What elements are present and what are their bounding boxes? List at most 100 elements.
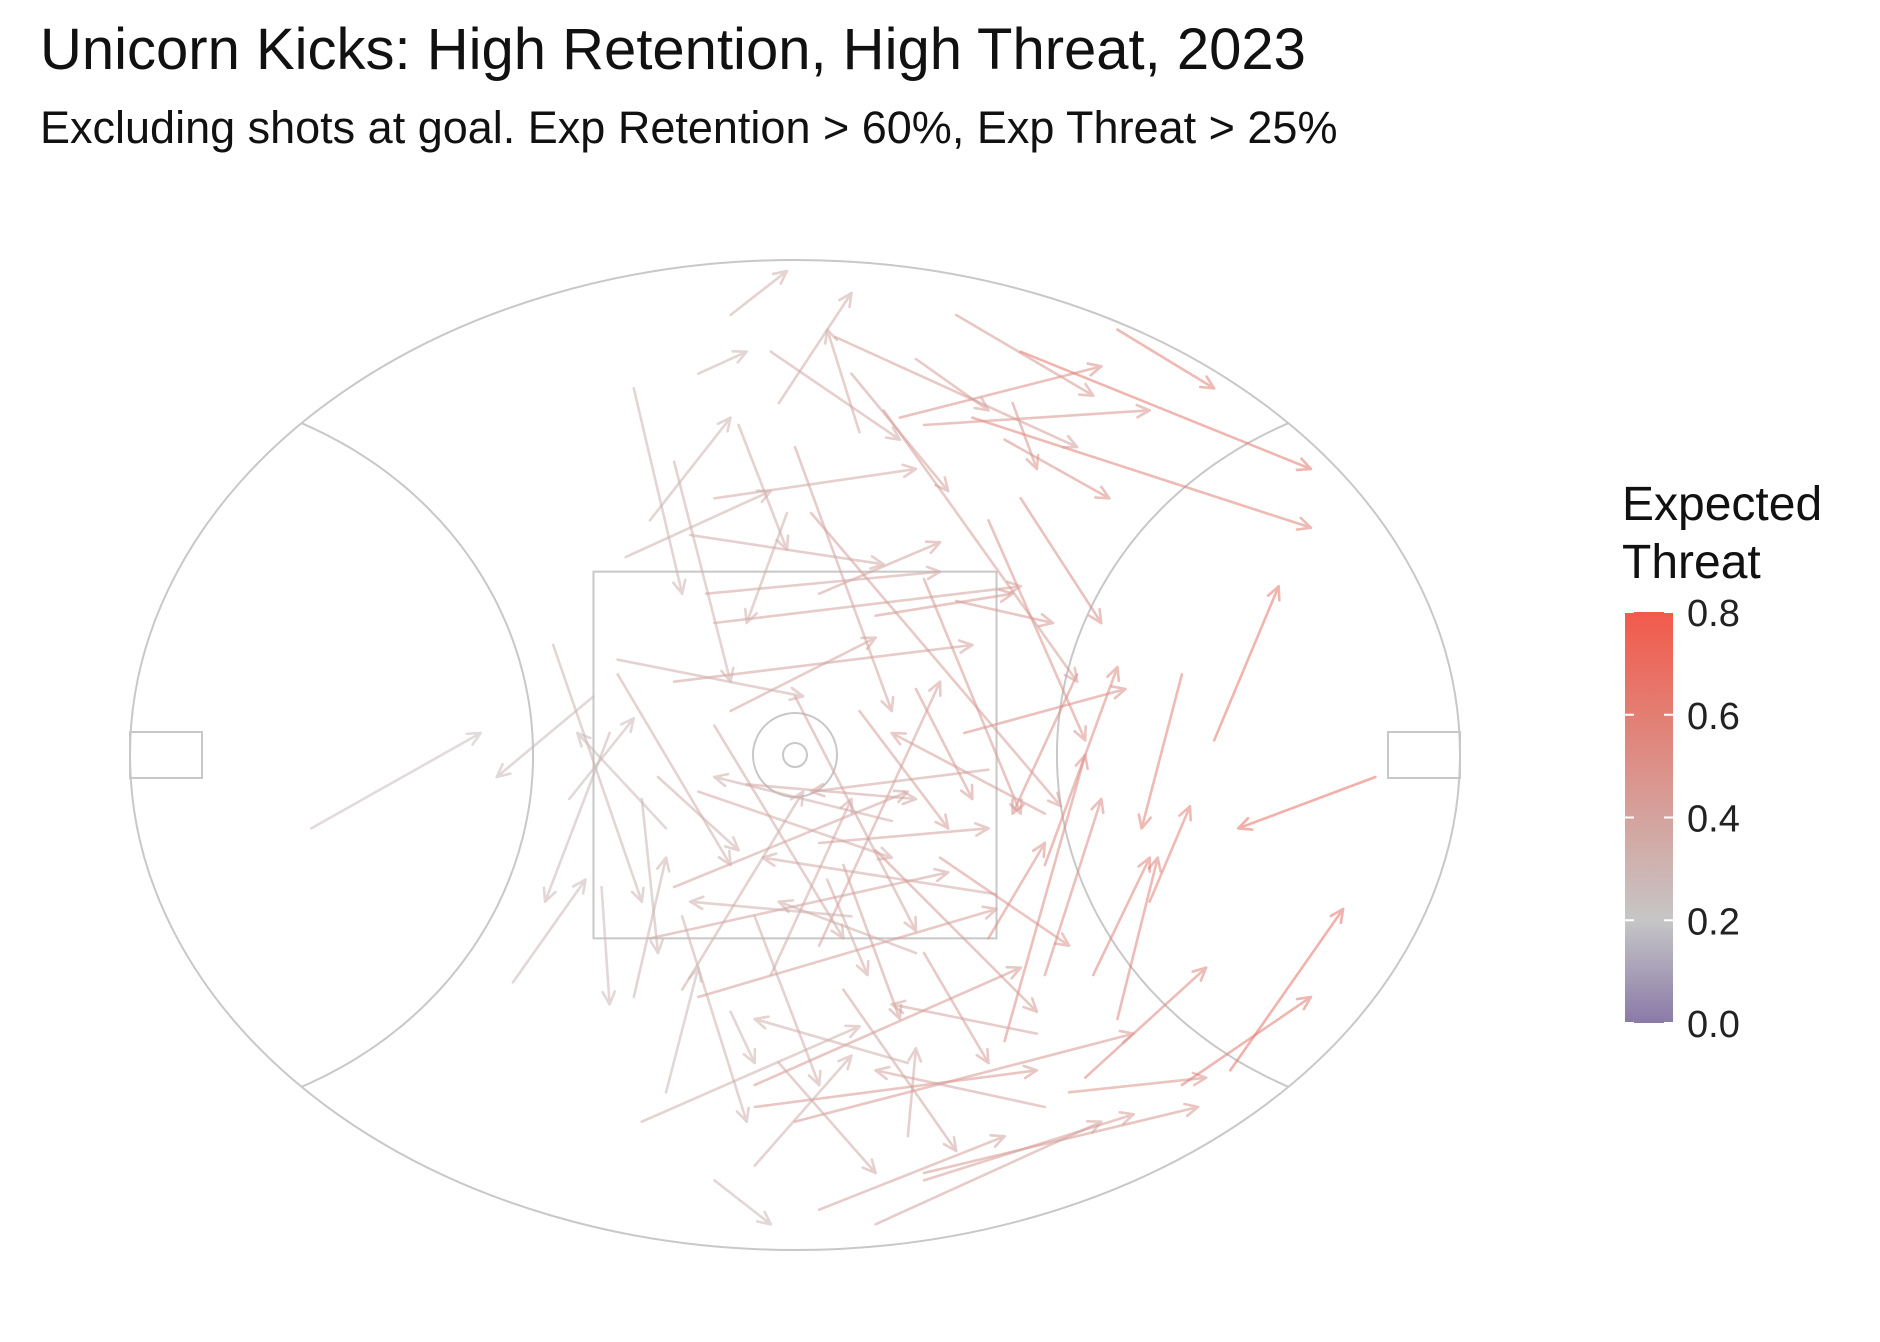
kick-arrow [753, 1054, 853, 1167]
kick-arrow [914, 687, 974, 801]
kick-arrow [1237, 775, 1377, 831]
kick-arrow [922, 1111, 1135, 1182]
kick-arrow [777, 291, 853, 405]
kick-arrow [576, 731, 668, 830]
kick-arrow [1148, 805, 1192, 903]
kick-arrow [938, 856, 1071, 947]
right-50m-arc [1056, 422, 1290, 1088]
kick-arrow [713, 1179, 773, 1226]
kick-arrow [753, 915, 822, 1087]
kick-arrow [1212, 585, 1281, 742]
kick-arrow [842, 863, 903, 1021]
kick-arrow [954, 599, 1055, 628]
kick-arrow [729, 636, 877, 713]
legend-title-line-2: Threat [1622, 536, 1761, 589]
kick-arrow [648, 416, 732, 522]
kick-arrow [745, 783, 918, 806]
kick-arrow [680, 915, 750, 1123]
kick-arrow [1116, 328, 1216, 390]
kick-arrow [793, 695, 918, 933]
right-goal-square [1387, 731, 1461, 779]
kick-arrow [987, 519, 1087, 742]
kick-arrow [761, 852, 998, 896]
kick-arrow [793, 1029, 1135, 1123]
kick-arrow [495, 695, 595, 779]
kick-arrow [737, 423, 790, 551]
kick-arrow [1019, 497, 1103, 625]
kick-arrow [511, 878, 587, 984]
kick-arrow [640, 797, 665, 955]
kick-arrow [874, 1065, 1047, 1109]
kick-arrow [817, 1134, 1006, 1211]
kick-arrow [753, 1015, 910, 1065]
kick-arrow [1011, 673, 1079, 815]
kick-arrow [1091, 856, 1151, 977]
kick-arrow [890, 731, 1047, 815]
kick-arrow [882, 409, 1079, 683]
kick-arrow [1003, 438, 1111, 500]
kick-arrow [696, 905, 998, 999]
kick-arrow [688, 895, 853, 918]
kick-arrow [874, 849, 1039, 1013]
kick-arrow [632, 856, 671, 999]
kick-arrow [954, 313, 1095, 397]
kick-arrow [310, 731, 482, 830]
kick-arrow [713, 772, 894, 823]
kick-arrow [632, 387, 687, 595]
kick-arrow [656, 775, 740, 852]
kick-arrow [616, 658, 805, 702]
kick-arrow [688, 533, 885, 570]
kick-arrow [1011, 401, 1040, 471]
kick-arrow [769, 350, 902, 441]
kick-arrow [971, 416, 1313, 531]
kick-arrow [842, 988, 958, 1153]
kick-arrow [696, 350, 748, 375]
kick-arrow [922, 577, 1023, 815]
kick-arrow [1180, 995, 1313, 1087]
kick-arrow [672, 639, 974, 683]
legend-tick-label: 0.2 [1687, 901, 1740, 943]
legend-tick-label: 0.8 [1687, 593, 1740, 635]
kick-arrow [1137, 673, 1184, 830]
kick-arrow [753, 1064, 1039, 1109]
kick-arrow [713, 463, 918, 500]
kick-arrow [817, 540, 942, 595]
kick-arrow [1043, 797, 1105, 977]
kick-arrow [729, 269, 789, 317]
kick-arrow [987, 841, 1047, 940]
kick-arrow [616, 673, 732, 867]
kick-arrow [793, 445, 895, 713]
legend-tick-label: 0.4 [1687, 799, 1740, 841]
kick-arrow [817, 822, 990, 845]
kick-arrow [648, 867, 950, 940]
kick-arrow [777, 1061, 877, 1175]
left-goal-square [129, 731, 203, 779]
kick-arrow [1116, 856, 1162, 1021]
chart-title: Unicorn Kicks: High Retention, High Thre… [40, 17, 1306, 82]
kick-arrow [1019, 350, 1313, 472]
kick-arrow [777, 899, 918, 955]
kick-arrow [729, 1010, 757, 1065]
legend-ticks: 0.0 0.2 0.4 0.6 0.8 [1625, 593, 1740, 1046]
kick-arrow [874, 588, 1014, 617]
kick-arrow [922, 403, 1151, 427]
kick-arrow [1228, 907, 1345, 1072]
kick-arrow [624, 489, 773, 559]
kick-arrow [664, 966, 703, 1094]
football-ground [129, 259, 1461, 1251]
kick-arrow [600, 885, 617, 1006]
kick-arrows [310, 269, 1377, 1226]
kick-arrow [890, 999, 1039, 1035]
kick-arrow [834, 335, 1079, 449]
legend: Expected Threat 0.0 0.2 0.4 0.6 0.8 [1622, 478, 1822, 1046]
kick-arrow [743, 511, 789, 625]
chart-subtitle: Excluding shots at goal. Exp Retention >… [40, 102, 1338, 153]
kick-arrow [898, 362, 1103, 419]
kick-arrow [809, 768, 990, 798]
kick-arrow [640, 1024, 861, 1123]
kick-arrow [769, 797, 854, 977]
legend-tick-label: 0.0 [1687, 1004, 1740, 1046]
legend-title-line-1: Expected [1622, 478, 1822, 531]
kick-arrow [817, 680, 942, 947]
